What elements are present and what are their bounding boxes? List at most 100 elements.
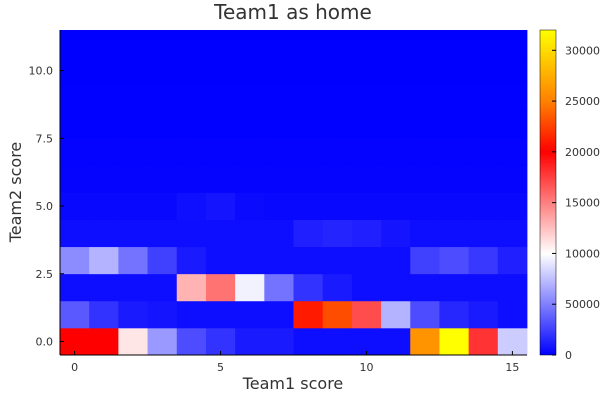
heatmap-cell xyxy=(147,30,178,58)
heatmap-cell xyxy=(497,165,528,193)
x-tick-label: 0 xyxy=(71,361,78,374)
heatmap-cell xyxy=(351,300,382,329)
heatmap-cell xyxy=(205,30,236,58)
heatmap-cell xyxy=(235,84,265,112)
heatmap-cell xyxy=(118,219,148,248)
heatmap-cell xyxy=(264,84,294,112)
heatmap-cell xyxy=(497,84,528,112)
heatmap-cell xyxy=(264,57,294,85)
heatmap-cell xyxy=(410,30,440,58)
heatmap-cell xyxy=(351,30,382,58)
colorbar-tick-label: 300000 xyxy=(565,44,600,57)
heatmap-cell xyxy=(176,84,207,112)
heatmap-cell xyxy=(439,30,470,58)
heatmap-cell xyxy=(176,300,207,329)
heatmap-cell xyxy=(468,138,499,166)
heatmap-cell xyxy=(147,138,178,166)
chart-title: Team1 as home xyxy=(213,0,372,24)
heatmap-cell xyxy=(235,219,265,248)
heatmap-cell xyxy=(176,57,207,85)
heatmap-cell xyxy=(410,111,440,139)
heatmap-cell xyxy=(468,84,499,112)
heatmap-cell xyxy=(381,111,411,139)
heatmap-cell xyxy=(60,138,90,166)
heatmap-cell xyxy=(205,192,236,220)
heatmap-cell xyxy=(118,246,148,275)
heatmap-cell xyxy=(322,111,353,139)
heatmap-cell xyxy=(322,30,353,58)
y-tick-label: 2.5 xyxy=(36,268,54,281)
heatmap-cell xyxy=(205,273,236,302)
heatmap-cell xyxy=(176,138,207,166)
heatmap-cell xyxy=(60,111,90,139)
heatmap-cell xyxy=(205,111,236,139)
colorbar-tick-label: 100000 xyxy=(565,247,600,260)
heatmap-cell xyxy=(497,219,528,248)
heatmap-cell xyxy=(176,165,207,193)
heatmap-cell xyxy=(293,138,324,166)
heatmap-cell xyxy=(351,111,382,139)
heatmap-cell xyxy=(351,246,382,275)
heatmap-cell xyxy=(468,327,499,356)
heatmap-cell xyxy=(118,57,148,85)
heatmap-cell xyxy=(264,300,294,329)
heatmap-cell xyxy=(497,57,528,85)
y-tick-label: 5.0 xyxy=(36,200,54,213)
heatmap-cell xyxy=(176,192,207,220)
heatmap-cell xyxy=(264,192,294,220)
heatmap-cell xyxy=(322,327,353,356)
heatmap-cell xyxy=(60,30,90,58)
heatmap-cell xyxy=(381,192,411,220)
heatmap-cell xyxy=(235,111,265,139)
heatmap-cell xyxy=(381,219,411,248)
heatmap-cell xyxy=(264,273,294,302)
x-axis-ticks: 0 5 10 15 xyxy=(71,351,519,374)
heatmap-cell xyxy=(439,138,470,166)
heatmap-cell xyxy=(89,138,119,166)
x-tick-label: 15 xyxy=(505,361,519,374)
heatmap-cell xyxy=(381,327,411,356)
heatmap-cell xyxy=(89,84,119,112)
heatmap-cell xyxy=(235,192,265,220)
heatmap-cell xyxy=(264,246,294,275)
heatmap-cell xyxy=(147,111,178,139)
heatmap-cell xyxy=(176,246,207,275)
heatmap-cell xyxy=(351,273,382,302)
heatmap-cell xyxy=(89,192,119,220)
heatmap-cell xyxy=(468,30,499,58)
heatmap-cell xyxy=(205,84,236,112)
heatmap-cell xyxy=(322,300,353,329)
colorbar-tick-label: 150000 xyxy=(565,197,600,210)
heatmap-cell xyxy=(381,300,411,329)
heatmap-cell xyxy=(89,165,119,193)
colorbar-tick-label: 0 xyxy=(565,349,572,362)
x-tick-label: 10 xyxy=(359,361,373,374)
heatmap-cell xyxy=(322,273,353,302)
heatmap-cell xyxy=(205,327,236,356)
heatmap-cell xyxy=(293,219,324,248)
heatmap-cell xyxy=(468,111,499,139)
heatmap-cell xyxy=(147,300,178,329)
heatmap-cell xyxy=(468,165,499,193)
heatmap-cell xyxy=(439,273,470,302)
heatmap-cell xyxy=(89,300,119,329)
heatmap-cell xyxy=(439,57,470,85)
heatmap-cell xyxy=(410,219,440,248)
heatmap-cell xyxy=(235,327,265,356)
y-axis-title: Team2 score xyxy=(6,142,25,244)
heatmap-cell xyxy=(176,30,207,58)
heatmap-cell xyxy=(351,57,382,85)
heatmap-cell xyxy=(205,138,236,166)
heatmap-cell xyxy=(147,246,178,275)
heatmap-cell xyxy=(410,57,440,85)
heatmap-cell xyxy=(439,246,470,275)
heatmap-cell xyxy=(118,192,148,220)
heatmap-cell xyxy=(264,327,294,356)
y-tick-label: 0.0 xyxy=(36,335,54,348)
heatmap-cell xyxy=(118,165,148,193)
heatmap-cell xyxy=(147,273,178,302)
heatmap-cell xyxy=(293,111,324,139)
heatmap-cell xyxy=(89,57,119,85)
heatmap-cell xyxy=(497,111,528,139)
